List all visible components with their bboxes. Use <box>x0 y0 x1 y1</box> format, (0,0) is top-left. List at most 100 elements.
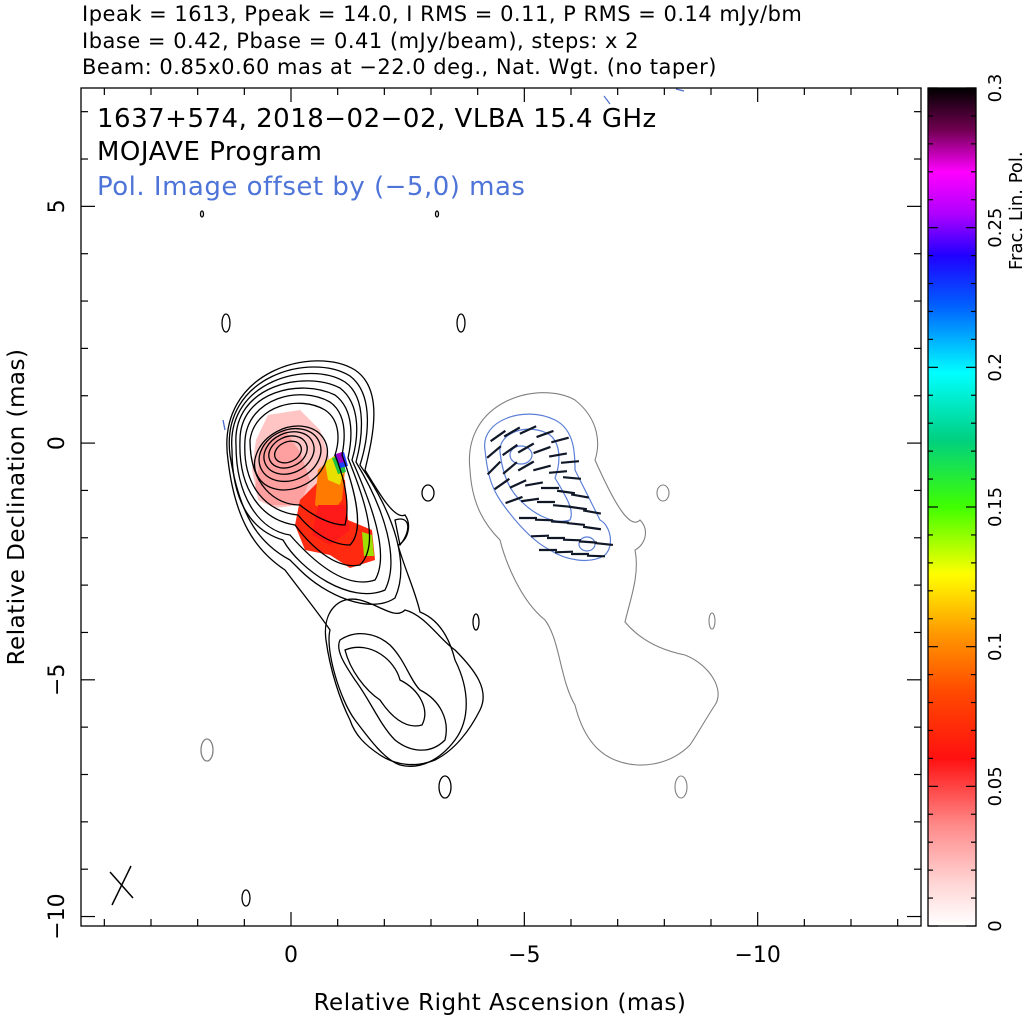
stokes-i-contours <box>199 210 484 907</box>
evpa-stick <box>578 540 598 544</box>
evpa-stick <box>520 497 540 503</box>
x-tick-label: −10 <box>734 943 780 968</box>
frac-pol-jet-deep-red <box>312 505 350 545</box>
offset-i-islet <box>674 775 688 799</box>
evpa-stick <box>509 479 527 489</box>
i-contour-level <box>258 427 322 483</box>
colorbar-ticks <box>928 87 976 927</box>
y-tick-labels: 5 0 −5 −10 <box>45 199 70 939</box>
colorbar-tick-label: 0.1 <box>985 632 1006 661</box>
evpa-stick <box>524 481 544 487</box>
colorbar-tick-label: 0.25 <box>985 208 1006 248</box>
evpa-stick <box>486 460 502 476</box>
evpa-stick <box>582 525 602 531</box>
evpa-vectors <box>486 425 614 558</box>
frac-pol-jet-violet <box>336 452 345 463</box>
evpa-stick <box>582 509 602 515</box>
p-contour <box>499 428 572 522</box>
evpa-stick <box>505 495 523 505</box>
evpa-stick <box>566 521 586 527</box>
i-contour-islet <box>241 889 251 907</box>
header-line-3: Beam: 0.85x0.60 mas at −22.0 deg., Nat. … <box>82 55 717 79</box>
i-contour-level <box>231 372 392 595</box>
offset-i-islet <box>708 612 716 630</box>
evpa-stick <box>560 460 580 464</box>
frac-pol-map <box>252 410 375 568</box>
evpa-stick <box>548 452 568 458</box>
frac-pol-jet-lime <box>362 532 374 556</box>
i-contour-level <box>249 402 348 526</box>
x-axis-label: Relative Right Ascension (mas) <box>314 990 687 1016</box>
colorbar-tick-label: 0.2 <box>985 353 1006 382</box>
header-line-2: Ibase = 0.42, Pbase = 0.41 (mJy/beam), s… <box>82 29 639 53</box>
evpa-stick <box>562 476 582 480</box>
evpa-stick <box>517 442 535 454</box>
p-contour-top <box>675 88 685 92</box>
evpa-stick <box>562 538 582 542</box>
evpa-stick <box>550 520 570 524</box>
i-contour-outer <box>338 633 447 751</box>
evpa-stick <box>594 541 614 547</box>
axis-ticks <box>81 88 921 926</box>
i-contour-level <box>268 435 308 469</box>
chart-title: 1637+574, 2018−02−02, VLBA 15.4 GHz <box>97 104 657 134</box>
x-tick-label: 0 <box>284 943 298 968</box>
evpa-stick <box>552 504 572 508</box>
i-contour-level <box>235 380 382 583</box>
evpa-stick <box>519 425 537 435</box>
colorbar-tick-label: 0.05 <box>985 766 1006 806</box>
i-contour-outer <box>324 598 484 766</box>
i-contour-islet <box>456 313 466 333</box>
i-contour-islet <box>434 210 440 218</box>
i-contour-level <box>244 394 359 546</box>
x-tick-label: −5 <box>508 943 540 968</box>
evpa-stick <box>554 550 574 554</box>
header-line-1: Ipeak = 1613, Ppeak = 14.0, I RMS = 0.11… <box>82 2 803 26</box>
evpa-stick <box>586 554 606 558</box>
p-contour <box>509 445 533 465</box>
colorbar-label: Frac. Lin. Pol. <box>1006 151 1027 270</box>
evpa-stick <box>548 470 568 474</box>
i-contour-islet <box>472 613 480 631</box>
i-contour-level <box>273 440 303 464</box>
i-contour-islet <box>221 313 231 333</box>
evpa-stick <box>551 436 569 444</box>
evpa-stick <box>530 534 550 538</box>
evpa-stick <box>493 477 511 491</box>
evpa-stick <box>486 445 502 459</box>
pol-image <box>469 88 719 799</box>
evpa-stick <box>502 461 518 475</box>
y-tick-label: −10 <box>45 893 70 939</box>
i-contour-islet <box>199 210 205 218</box>
offset-i-islet <box>656 484 670 502</box>
i-contour-outer <box>226 360 467 767</box>
evpa-stick <box>517 460 535 472</box>
i-contour-outer <box>344 646 426 727</box>
y-axis-label: Relative Declination (mas) <box>4 349 30 666</box>
evpa-stick <box>489 429 507 443</box>
evpa-stick <box>533 445 551 455</box>
y-tick-label: 5 <box>45 199 70 213</box>
y-tick-label: −5 <box>45 664 70 696</box>
i-contour-islet <box>222 419 226 431</box>
colorbar-tick-labels: 0 0.05 0.1 0.15 0.2 0.25 0.3 <box>985 74 1006 932</box>
colorbar-tick-label: 0.15 <box>985 487 1006 527</box>
evpa-stick <box>503 426 521 438</box>
i-contour-islet <box>421 484 435 502</box>
colorbar-tick-label: 0.3 <box>985 74 1006 103</box>
offset-i-contour <box>469 392 719 766</box>
colorbar-tick-label: 0 <box>985 920 1006 931</box>
i-contour-level <box>239 387 371 567</box>
i-contour-islet <box>438 775 452 799</box>
pol-offset-note: Pol. Image offset by (−5,0) mas <box>97 172 525 202</box>
evpa-stick <box>534 518 554 522</box>
i-contour-level <box>263 431 315 475</box>
evpa-stick <box>568 505 588 511</box>
evpa-stick <box>533 464 551 472</box>
chart-subtitle: MOJAVE Program <box>97 137 322 167</box>
evpa-stick <box>556 489 576 495</box>
p-contour <box>578 536 596 552</box>
evpa-stick <box>536 429 554 439</box>
p-contour <box>484 413 612 562</box>
